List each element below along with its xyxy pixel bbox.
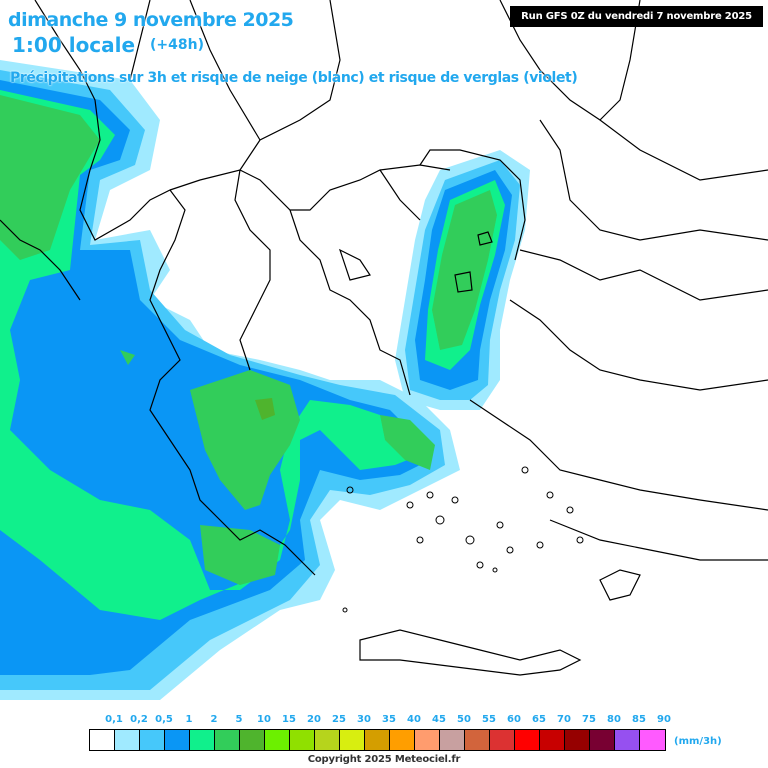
legend-tick-label: 20 xyxy=(307,714,321,725)
run-label: Run GFS 0Z du vendredi 7 novembre 2025 xyxy=(510,6,763,27)
islands xyxy=(342,466,584,613)
legend-swatch xyxy=(190,730,215,750)
legend-tick-label: 10 xyxy=(257,714,271,725)
legend-tick-label: 90 xyxy=(657,714,671,725)
legend-tick-label: 2 xyxy=(210,714,218,725)
legend-swatch xyxy=(315,730,340,750)
legend-tick-label: 0,1 xyxy=(105,714,123,725)
legend-tick-label: 55 xyxy=(482,714,496,725)
legend-tick-label: 15 xyxy=(282,714,296,725)
legend-ticks: 0,1 0,2 0,5 1 2 5 10 15 20 25 30 35 40 45 50 55 60 65 70 75… xyxy=(89,714,689,728)
map-time: 1:00 locale xyxy=(12,33,136,57)
legend-tick-label: 85 xyxy=(632,714,646,725)
legend-swatch xyxy=(265,730,290,750)
legend-swatch xyxy=(540,730,565,750)
legend-swatch xyxy=(365,730,390,750)
legend-swatch xyxy=(215,730,240,750)
legend-swatch xyxy=(640,730,665,750)
copyright: Copyright 2025 Meteociel.fr xyxy=(307,754,461,765)
legend-unit: (mm/3h) xyxy=(674,736,722,747)
legend-tick-label: 30 xyxy=(357,714,371,725)
legend-tick-label: 60 xyxy=(507,714,521,725)
legend-swatch xyxy=(415,730,440,750)
legend-swatch xyxy=(390,730,415,750)
legend-swatch xyxy=(340,730,365,750)
legend-swatch xyxy=(490,730,515,750)
precipitation-legend xyxy=(89,729,666,751)
legend-tick-label: 65 xyxy=(532,714,546,725)
legend-tick-label: 40 xyxy=(407,714,421,725)
legend-tick-label: 70 xyxy=(557,714,571,725)
legend-swatch xyxy=(440,730,465,750)
legend-swatch xyxy=(90,730,115,750)
legend-tick-label: 35 xyxy=(382,714,396,725)
country-borders xyxy=(0,0,768,676)
legend-swatch xyxy=(515,730,540,750)
legend-tick-label: 0,5 xyxy=(155,714,173,725)
legend-swatch xyxy=(565,730,590,750)
legend-swatch xyxy=(115,730,140,750)
map-lead-time: (+48h) xyxy=(150,37,204,53)
legend-swatch xyxy=(140,730,165,750)
map-description: Précipitations sur 3h et risque de neige… xyxy=(10,70,578,86)
legend-swatch xyxy=(165,730,190,750)
legend-swatch xyxy=(240,730,265,750)
legend-swatch xyxy=(590,730,615,750)
legend-tick-label: 1 xyxy=(185,714,193,725)
legend-tick-label: 25 xyxy=(332,714,346,725)
legend-tick-label: 5 xyxy=(235,714,243,725)
legend-tick-label: 45 xyxy=(432,714,446,725)
legend-swatch xyxy=(615,730,640,750)
legend-tick-label: 75 xyxy=(582,714,596,725)
legend-swatch xyxy=(465,730,490,750)
legend-tick-label: 50 xyxy=(457,714,471,725)
legend-tick-label: 80 xyxy=(607,714,621,725)
legend-tick-label: 0,2 xyxy=(130,714,148,725)
map-date: dimanche 9 novembre 2025 xyxy=(8,9,294,31)
legend-swatch xyxy=(290,730,315,750)
precipitation-field xyxy=(0,60,530,700)
